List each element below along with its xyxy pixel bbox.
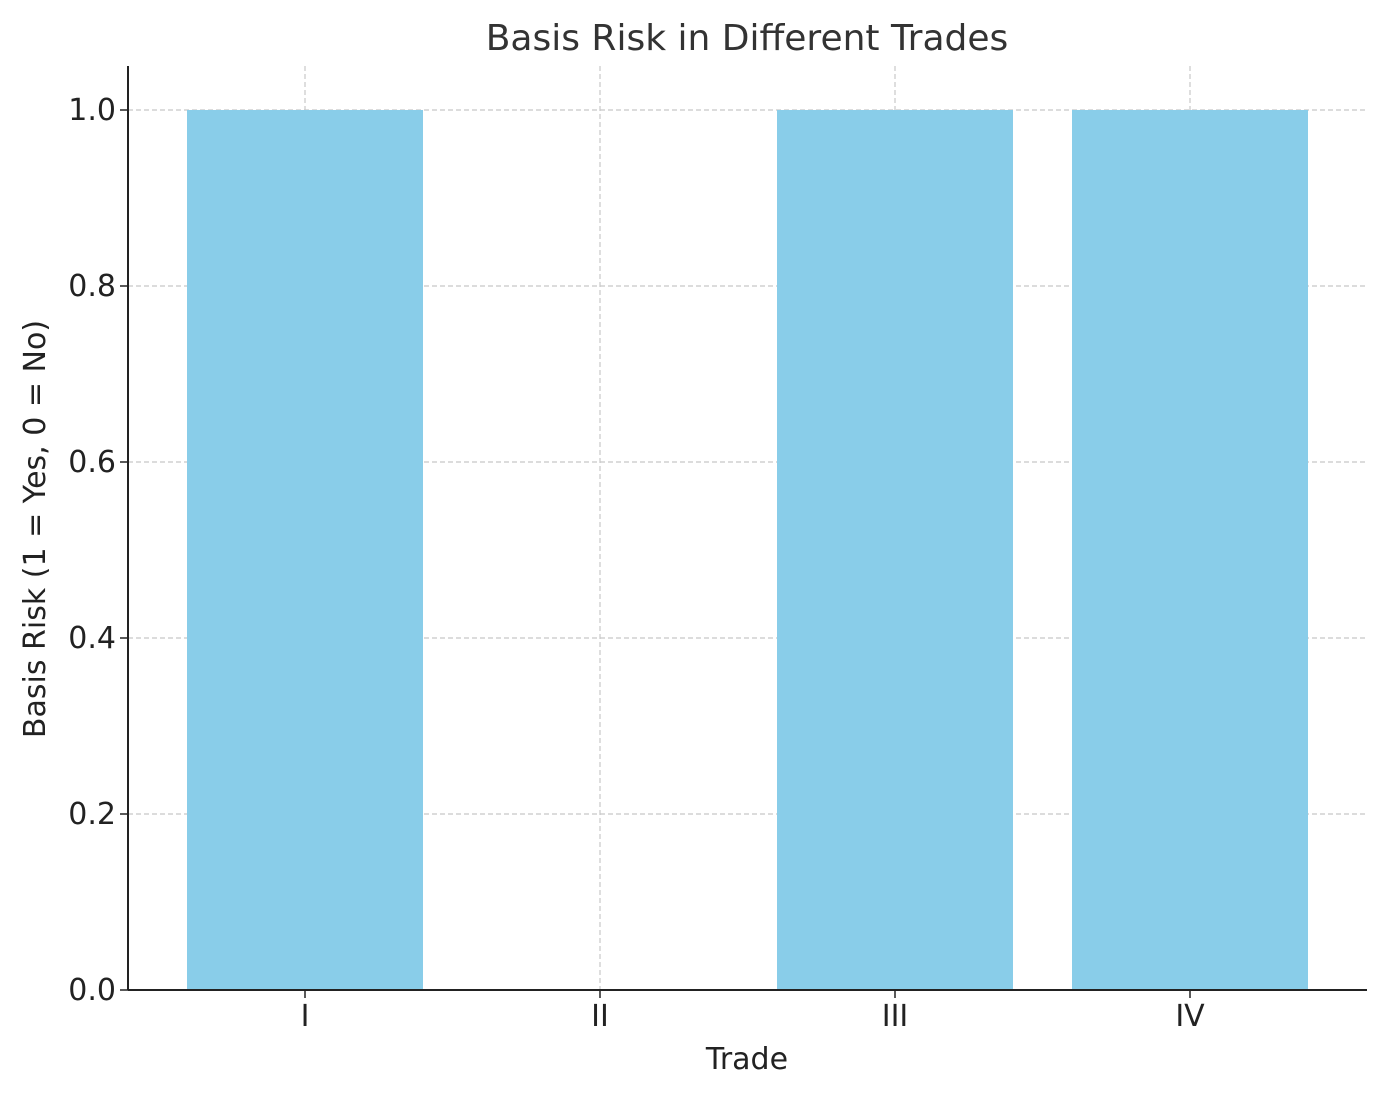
x-tick-label: III <box>882 999 909 1034</box>
chart-title: Basis Risk in Different Trades <box>486 18 1009 59</box>
y-tick-label: 1.0 <box>68 93 116 128</box>
bar <box>1072 110 1308 990</box>
x-axis-label: Trade <box>705 1042 788 1077</box>
bar <box>777 110 1013 990</box>
ticks-layer: 0.00.20.40.60.81.0I II III IV <box>68 93 1205 1034</box>
x-tick-label: II <box>591 999 609 1034</box>
y-tick-label: 0.8 <box>68 269 116 304</box>
x-tick-label: IV <box>1175 999 1205 1034</box>
x-tick-label: I <box>301 999 310 1034</box>
y-tick-label: 0.6 <box>68 445 116 480</box>
y-axis-label: Basis Risk (1 = Yes, 0 = No) <box>18 320 53 738</box>
bar <box>187 110 423 990</box>
bars-layer <box>187 110 1308 990</box>
y-tick-label: 0.0 <box>68 973 116 1008</box>
y-tick-label: 0.4 <box>68 621 116 656</box>
y-tick-label: 0.2 <box>68 797 116 832</box>
axes-layer <box>127 66 1367 991</box>
